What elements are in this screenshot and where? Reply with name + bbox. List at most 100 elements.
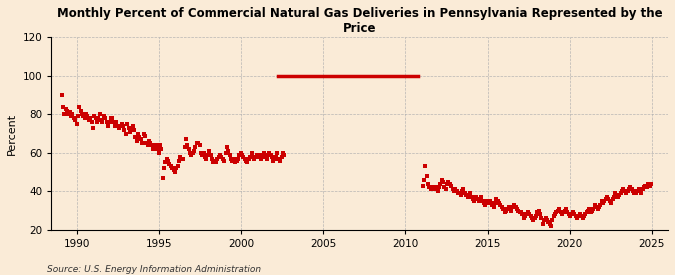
Point — [626, 187, 637, 192]
Point — [145, 141, 156, 145]
Point — [554, 207, 564, 211]
Point — [68, 116, 79, 120]
Point — [583, 208, 593, 213]
Point — [521, 212, 532, 217]
Point — [516, 210, 526, 215]
Point — [599, 199, 610, 203]
Point — [173, 158, 184, 163]
Point — [275, 158, 286, 163]
Point — [188, 151, 198, 155]
Point — [116, 122, 127, 126]
Point — [510, 205, 521, 209]
Point — [220, 151, 231, 155]
Point — [593, 205, 604, 209]
Point — [643, 182, 653, 186]
Point — [231, 158, 242, 163]
Point — [75, 108, 86, 113]
Point — [431, 185, 441, 190]
Point — [248, 155, 259, 159]
Point — [89, 114, 100, 119]
Point — [555, 210, 566, 215]
Point — [217, 156, 228, 161]
Point — [148, 147, 159, 151]
Point — [263, 153, 273, 157]
Point — [637, 187, 648, 192]
Point — [465, 191, 476, 196]
Point — [491, 197, 502, 201]
Point — [444, 182, 455, 186]
Point — [617, 189, 628, 194]
Point — [197, 153, 208, 157]
Point — [514, 210, 525, 215]
Point — [250, 155, 261, 159]
Point — [193, 141, 204, 145]
Point — [237, 153, 248, 157]
Point — [112, 124, 123, 128]
Point — [163, 158, 173, 163]
Point — [564, 212, 574, 217]
Point — [111, 120, 122, 124]
Point — [123, 126, 134, 130]
Point — [260, 155, 271, 159]
Point — [600, 197, 611, 201]
Point — [437, 180, 448, 184]
Point — [107, 116, 117, 120]
Point — [460, 191, 470, 196]
Point — [196, 151, 207, 155]
Point — [265, 153, 276, 157]
Point — [169, 170, 180, 174]
Point — [153, 151, 164, 155]
Point — [608, 197, 618, 201]
Point — [616, 191, 626, 196]
Point — [246, 151, 257, 155]
Point — [242, 160, 253, 165]
Point — [257, 153, 268, 157]
Point — [556, 212, 567, 217]
Point — [468, 197, 479, 201]
Point — [485, 201, 496, 205]
Point — [241, 158, 252, 163]
Point — [80, 112, 91, 117]
Point — [65, 114, 76, 119]
Point — [454, 191, 465, 196]
Point — [238, 155, 249, 159]
Point — [614, 193, 625, 197]
Point — [185, 151, 196, 155]
Point — [624, 187, 634, 192]
Point — [560, 208, 570, 213]
Point — [576, 214, 587, 219]
Point — [609, 195, 620, 199]
Point — [499, 210, 510, 215]
Point — [436, 178, 447, 182]
Point — [597, 201, 608, 205]
Point — [160, 160, 171, 165]
Point — [577, 216, 588, 221]
Point — [543, 220, 554, 224]
Point — [625, 185, 636, 190]
Point — [180, 137, 191, 142]
Point — [219, 158, 230, 163]
Point — [481, 199, 492, 203]
Point — [88, 126, 99, 130]
Point — [207, 156, 217, 161]
Point — [605, 201, 616, 205]
Point — [535, 212, 545, 217]
Point — [140, 133, 151, 138]
Point — [277, 151, 288, 155]
Point — [578, 214, 589, 219]
Point — [508, 205, 518, 209]
Point — [495, 203, 506, 207]
Point — [259, 151, 269, 155]
Point — [502, 207, 512, 211]
Point — [227, 158, 238, 163]
Point — [595, 203, 605, 207]
Point — [429, 187, 440, 192]
Point — [592, 207, 603, 211]
Point — [57, 104, 68, 109]
Point — [464, 195, 475, 199]
Point — [109, 124, 120, 128]
Point — [537, 222, 548, 226]
Point — [613, 195, 624, 199]
Point — [612, 193, 622, 197]
Point — [484, 199, 495, 203]
